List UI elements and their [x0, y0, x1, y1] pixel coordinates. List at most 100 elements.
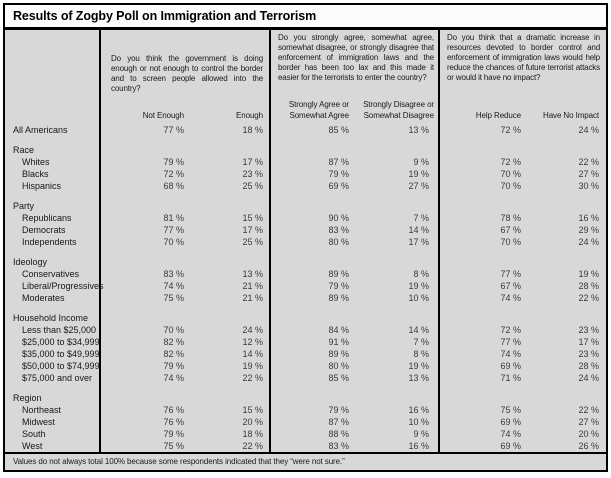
value-cell: 82 % [163, 349, 184, 359]
value-cell: 72 % [500, 325, 521, 335]
table-row: Midwest 76 % 20 % 87 % 10 % 69 % 27 % [5, 416, 606, 428]
table-row: Whites 79 % 17 % 87 % 9 % 72 % 22 % [5, 156, 606, 168]
value-cell: 68 % [163, 181, 184, 191]
section-header: Race [13, 145, 35, 155]
value-cell: 26 % [578, 441, 599, 451]
value-cell: 23 % [242, 169, 263, 179]
table-row: All Americans 77 % 18 % 85 % 13 % 72 % 24 % [5, 124, 606, 136]
value-cell: 9 % [413, 157, 429, 167]
question-1-column-headers: Not Enough Enough [101, 111, 271, 122]
table-row: Conservatives 83 % 13 % 89 % 8 % 77 % 19 % [5, 268, 606, 280]
table-row: South 79 % 18 % 88 % 9 % 74 % 20 % [5, 428, 606, 440]
value-cell: 27 % [578, 169, 599, 179]
column-divider-1 [99, 30, 101, 452]
value-cell: 69 % [500, 361, 521, 371]
value-cell: 77 % [163, 225, 184, 235]
value-cell: 19 % [408, 169, 429, 179]
value-cell: 72 % [163, 169, 184, 179]
section-header-row: Race [5, 144, 606, 156]
value-cell: 7 % [413, 337, 429, 347]
row-label: $25,000 to $34,999 [22, 337, 100, 347]
value-cell: 89 % [328, 269, 349, 279]
value-cell: 24 % [578, 373, 599, 383]
value-cell: 22 % [242, 441, 263, 451]
footnote-text: Values do not always total 100% because … [13, 457, 345, 466]
value-cell: 20 % [242, 417, 263, 427]
value-cell: 89 % [328, 349, 349, 359]
section-header-row: Ideology [5, 256, 606, 268]
value-cell: 15 % [242, 213, 263, 223]
value-cell: 79 % [163, 157, 184, 167]
section-header-row: Region [5, 392, 606, 404]
question-2-column-headers: Strongly Agree or Somewhat Agree Strongl… [271, 100, 440, 121]
value-cell: 76 % [163, 405, 184, 415]
value-cell: 14 % [408, 225, 429, 235]
section-gap [5, 192, 606, 200]
column-header-disagree: Strongly Disagree or Somewhat Disagree [363, 100, 434, 120]
row-label: Moderates [22, 293, 65, 303]
value-cell: 74 % [163, 373, 184, 383]
value-cell: 67 % [500, 225, 521, 235]
value-cell: 25 % [242, 237, 263, 247]
table-header: Do you think the government is doing eno… [5, 30, 606, 124]
value-cell: 22 % [578, 405, 599, 415]
section-header: Ideology [13, 257, 48, 267]
value-cell: 19 % [408, 361, 429, 371]
value-cell: 27 % [578, 417, 599, 427]
section-gap [5, 304, 606, 312]
value-cell: 19 % [578, 269, 599, 279]
value-cell: 87 % [328, 417, 349, 427]
value-cell: 77 % [163, 125, 184, 135]
row-label: South [22, 429, 46, 439]
poll-results-panel: Results of Zogby Poll on Immigration and… [3, 3, 608, 472]
value-cell: 80 % [328, 237, 349, 247]
value-cell: 21 % [242, 281, 263, 291]
value-cell: 23 % [578, 325, 599, 335]
value-cell: 85 % [328, 373, 349, 383]
row-label: Midwest [22, 417, 56, 427]
table-row: Democrats 77 % 17 % 83 % 14 % 67 % 29 % [5, 224, 606, 236]
value-cell: 18 % [242, 429, 263, 439]
question-2-text: Do you strongly agree, somewhat agree, s… [278, 33, 434, 82]
value-cell: 74 % [500, 349, 521, 359]
value-cell: 14 % [408, 325, 429, 335]
table-row: Northeast 76 % 15 % 79 % 16 % 75 % 22 % [5, 404, 606, 416]
value-cell: 10 % [408, 417, 429, 427]
value-cell: 69 % [500, 417, 521, 427]
question-group-enforcement-lax: Do you strongly agree, somewhat agree, s… [271, 30, 440, 124]
value-cell: 70 % [163, 237, 184, 247]
column-header-not-enough: Not Enough [142, 110, 184, 120]
value-cell: 8 % [413, 349, 429, 359]
header-corner-cell [5, 30, 101, 124]
value-cell: 72 % [500, 125, 521, 135]
row-label: Conservatives [22, 269, 80, 279]
value-cell: 19 % [408, 281, 429, 291]
row-label: All Americans [13, 125, 68, 135]
value-cell: 17 % [242, 225, 263, 235]
value-cell: 17 % [408, 237, 429, 247]
section-gap [5, 384, 606, 392]
value-cell: 79 % [163, 361, 184, 371]
value-cell: 29 % [578, 225, 599, 235]
row-label: Less than $25,000 [22, 325, 97, 335]
value-cell: 24 % [242, 325, 263, 335]
table-row: Less than $25,000 70 % 24 % 84 % 14 % 72 % 23 … [5, 324, 606, 336]
value-cell: 83 % [328, 441, 349, 451]
section-header: Region [13, 393, 42, 403]
value-cell: 76 % [163, 417, 184, 427]
value-cell: 28 % [578, 361, 599, 371]
value-cell: 75 % [500, 405, 521, 415]
value-cell: 79 % [328, 281, 349, 291]
row-label: Blacks [22, 169, 49, 179]
section-header-row: Party [5, 200, 606, 212]
value-cell: 16 % [578, 213, 599, 223]
value-cell: 70 % [163, 325, 184, 335]
table-row: Liberal/Progressives 74 % 21 % 79 % 19 % 67 %… [5, 280, 606, 292]
row-label: Democrats [22, 225, 66, 235]
value-cell: 83 % [328, 225, 349, 235]
value-cell: 13 % [408, 373, 429, 383]
table-rows: All Americans 77 % 18 % 85 % 13 % 72 % 24 % Rac… [5, 124, 606, 452]
value-cell: 18 % [242, 125, 263, 135]
table-row: Independents 70 % 25 % 80 % 17 % 70 % 24 % [5, 236, 606, 248]
value-cell: 85 % [328, 125, 349, 135]
